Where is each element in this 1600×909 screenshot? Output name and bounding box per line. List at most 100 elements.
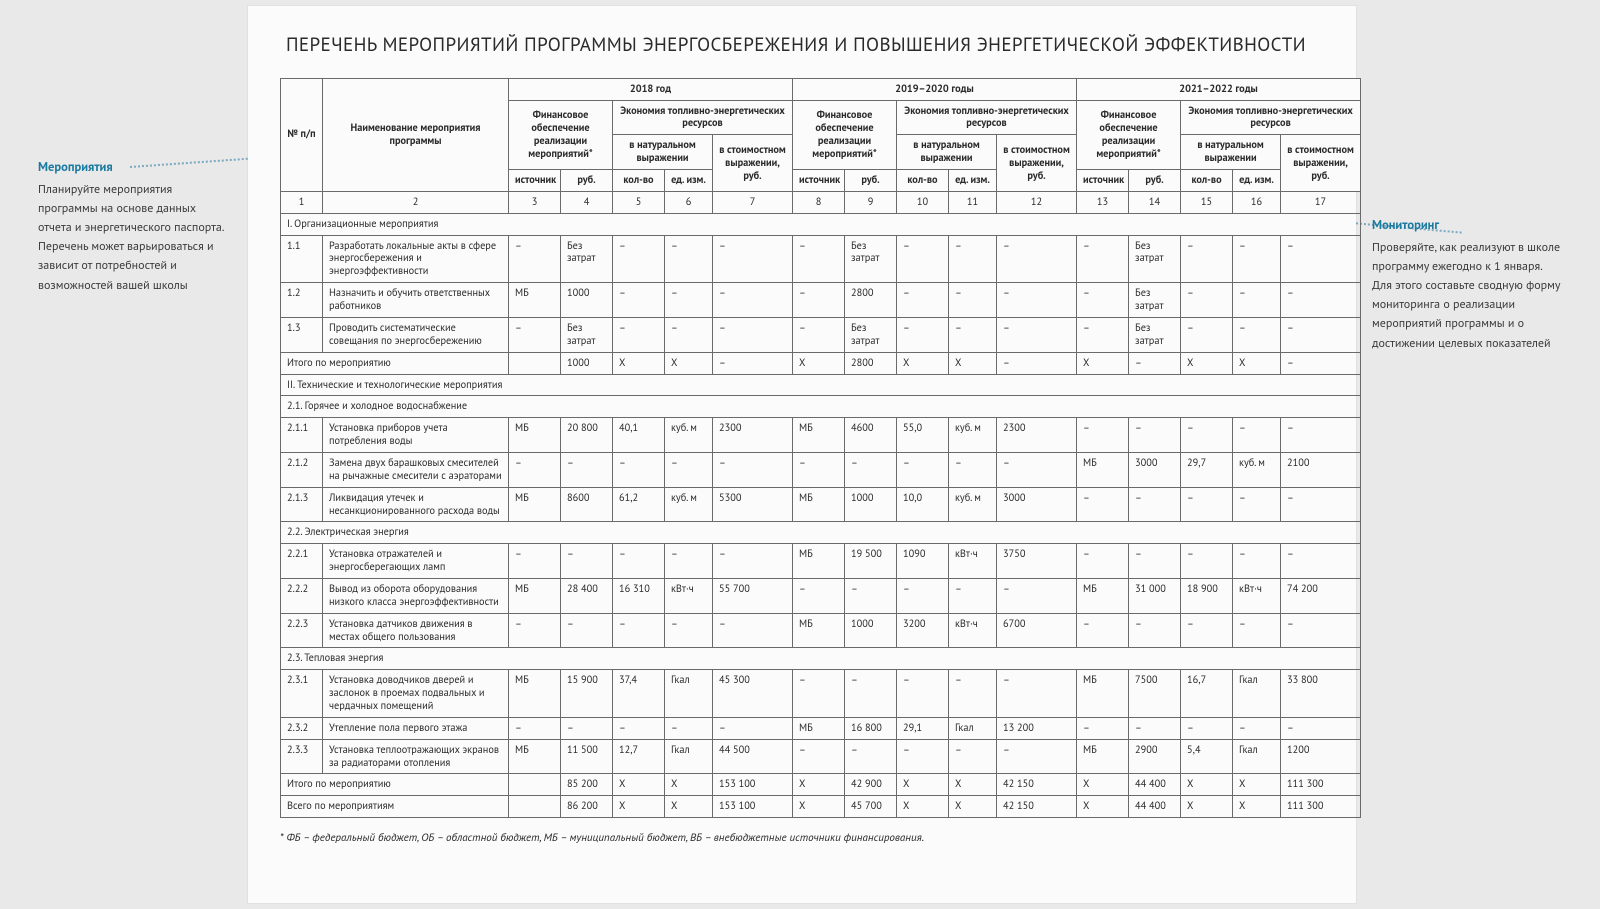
row-number: 2.2.2 bbox=[281, 578, 323, 613]
cell: – bbox=[997, 235, 1077, 283]
total-label: Итого по мероприятию bbox=[281, 352, 509, 374]
cell: – bbox=[1281, 613, 1361, 648]
cell: – bbox=[561, 452, 613, 487]
cell: X bbox=[793, 352, 845, 374]
cell: МБ bbox=[1077, 739, 1129, 774]
th-money-2018: в стоимостном выражении, руб. bbox=[713, 135, 793, 192]
col-number: 13 bbox=[1077, 191, 1129, 213]
cell: X bbox=[949, 774, 997, 796]
th-qty-2018: кол-во bbox=[613, 170, 665, 192]
cell: 74 200 bbox=[1281, 578, 1361, 613]
cell: 31 000 bbox=[1129, 578, 1181, 613]
row-name: Установка приборов учета потребления вод… bbox=[323, 418, 509, 453]
cell: 1000 bbox=[845, 613, 897, 648]
table-row: 2.3.3Установка теплоотражающих экранов з… bbox=[281, 739, 1361, 774]
cell: – bbox=[793, 317, 845, 352]
cell: X bbox=[949, 352, 997, 374]
th-unit-2018: ед. изм. bbox=[665, 170, 713, 192]
cell: Гкал bbox=[665, 739, 713, 774]
cell: X bbox=[1233, 796, 1281, 818]
row-name: Вывод из оборота оборудования низкого кл… bbox=[323, 578, 509, 613]
cell: – bbox=[509, 317, 561, 352]
th-unit-2019: ед. изм. bbox=[949, 170, 997, 192]
row-number: 2.1.1 bbox=[281, 418, 323, 453]
cell: – bbox=[1077, 317, 1129, 352]
cell: – bbox=[1129, 418, 1181, 453]
cell: – bbox=[845, 452, 897, 487]
cell: кВт·ч bbox=[1233, 578, 1281, 613]
cell: – bbox=[1181, 613, 1233, 648]
cell: – bbox=[949, 283, 997, 318]
cell: – bbox=[561, 717, 613, 739]
table-row: 2.1.2Замена двух барашковых смесителей н… bbox=[281, 452, 1361, 487]
cell: – bbox=[613, 235, 665, 283]
cell: 1000 bbox=[561, 352, 613, 374]
th-qty-2019: кол-во bbox=[897, 170, 949, 192]
cell: 44 400 bbox=[1129, 796, 1181, 818]
total-row: Итого по мероприятию85 200XX153 100X42 9… bbox=[281, 774, 1361, 796]
col-number: 17 bbox=[1281, 191, 1361, 213]
section-label: 2.2. Электрическая энергия bbox=[281, 522, 1361, 544]
cell: – bbox=[561, 544, 613, 579]
cell: – bbox=[949, 235, 997, 283]
row-number: 1.1 bbox=[281, 235, 323, 283]
th-rub-2021: руб. bbox=[1129, 170, 1181, 192]
cell: 33 800 bbox=[1281, 670, 1361, 718]
cell: – bbox=[1077, 487, 1129, 522]
th-src-2019: источник bbox=[793, 170, 845, 192]
th-name: Наименование мероприятия программы bbox=[323, 78, 509, 191]
cell: X bbox=[665, 352, 713, 374]
cell: 1200 bbox=[1281, 739, 1361, 774]
cell: 2800 bbox=[845, 352, 897, 374]
cell: 5,4 bbox=[1181, 739, 1233, 774]
row-number: 2.2.3 bbox=[281, 613, 323, 648]
cell: – bbox=[1181, 317, 1233, 352]
cell: – bbox=[1281, 717, 1361, 739]
cell: 2300 bbox=[997, 418, 1077, 453]
cell: куб. м bbox=[949, 418, 997, 453]
cell: – bbox=[1181, 487, 1233, 522]
cell: – bbox=[613, 613, 665, 648]
section-row: I. Организационные мероприятия bbox=[281, 213, 1361, 235]
cell: – bbox=[1077, 418, 1129, 453]
cell: – bbox=[1077, 283, 1129, 318]
cell: – bbox=[613, 544, 665, 579]
th-money-2021: в стоимостном выражении, руб. bbox=[1281, 135, 1361, 192]
cell: X bbox=[1233, 774, 1281, 796]
cell: Без затрат bbox=[561, 235, 613, 283]
cell: куб. м bbox=[665, 418, 713, 453]
cell: X bbox=[897, 796, 949, 818]
cell: 2300 bbox=[713, 418, 793, 453]
cell: 16 310 bbox=[613, 578, 665, 613]
cell: 11 500 bbox=[561, 739, 613, 774]
document-sheet: ПЕРЕЧЕНЬ МЕРОПРИЯТИЙ ПРОГРАММЫ ЭНЕРГОСБЕ… bbox=[248, 6, 1356, 903]
cell: 8600 bbox=[561, 487, 613, 522]
page-title: ПЕРЕЧЕНЬ МЕРОПРИЯТИЙ ПРОГРАММЫ ЭНЕРГОСБЕ… bbox=[286, 34, 1324, 58]
th-2021: 2021–2022 годы bbox=[1077, 78, 1361, 100]
cell: – bbox=[949, 578, 997, 613]
cell: – bbox=[897, 578, 949, 613]
total-row: Итого по мероприятию1000XX–X2800XX–X–XX– bbox=[281, 352, 1361, 374]
cell: МБ bbox=[793, 717, 845, 739]
cell: X bbox=[613, 796, 665, 818]
cell: 44 500 bbox=[713, 739, 793, 774]
col-number: 9 bbox=[845, 191, 897, 213]
section-label: 2.1. Горячее и холодное водоснабжение bbox=[281, 396, 1361, 418]
cell: – bbox=[1281, 317, 1361, 352]
cell: – bbox=[509, 452, 561, 487]
cell: – bbox=[613, 283, 665, 318]
cell: 7500 bbox=[1129, 670, 1181, 718]
cell: – bbox=[1281, 544, 1361, 579]
cell: МБ bbox=[793, 418, 845, 453]
cell bbox=[509, 352, 561, 374]
cell: – bbox=[613, 452, 665, 487]
cell: – bbox=[793, 452, 845, 487]
cell: – bbox=[1181, 717, 1233, 739]
row-name: Ликвидация утечек и несанкционированного… bbox=[323, 487, 509, 522]
th-rub-2019: руб. bbox=[845, 170, 897, 192]
row-name: Утепление пола первого этажа bbox=[323, 717, 509, 739]
cell: 29,7 bbox=[1181, 452, 1233, 487]
cell: 3750 bbox=[997, 544, 1077, 579]
row-number: 2.2.1 bbox=[281, 544, 323, 579]
cell: 1000 bbox=[845, 487, 897, 522]
